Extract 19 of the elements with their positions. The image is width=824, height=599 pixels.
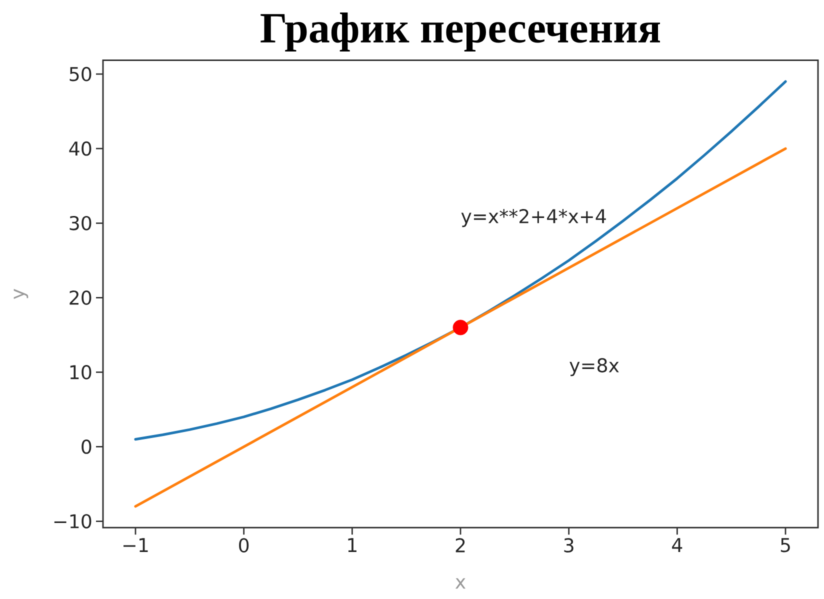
x-tick-label: −1 [124,538,148,552]
x-tick-label: 1 [348,538,356,552]
x-tick-label: 4 [672,538,682,552]
chart-title: График пересечения [260,12,660,52]
y-tick-label: 40 [69,141,92,156]
y-tick-label: 20 [70,290,92,305]
x-tick-label: 5 [780,538,790,552]
annotation: y=x**2+4*x+4 [461,209,606,228]
x-tick-label: 0 [239,538,249,552]
y-axis-title: y [14,288,28,300]
annotation: y=8x [570,358,619,376]
y-tick-label: 10 [70,365,92,380]
y-tick-label: 50 [70,66,92,82]
x-tick-label: 3 [564,538,574,552]
y-tick-label: −10 [54,514,92,528]
x-axis-title: x [455,578,466,589]
y-tick-label: 0 [82,440,92,454]
x-tick-label: 2 [456,538,465,552]
y-tick-label: 30 [70,216,92,230]
